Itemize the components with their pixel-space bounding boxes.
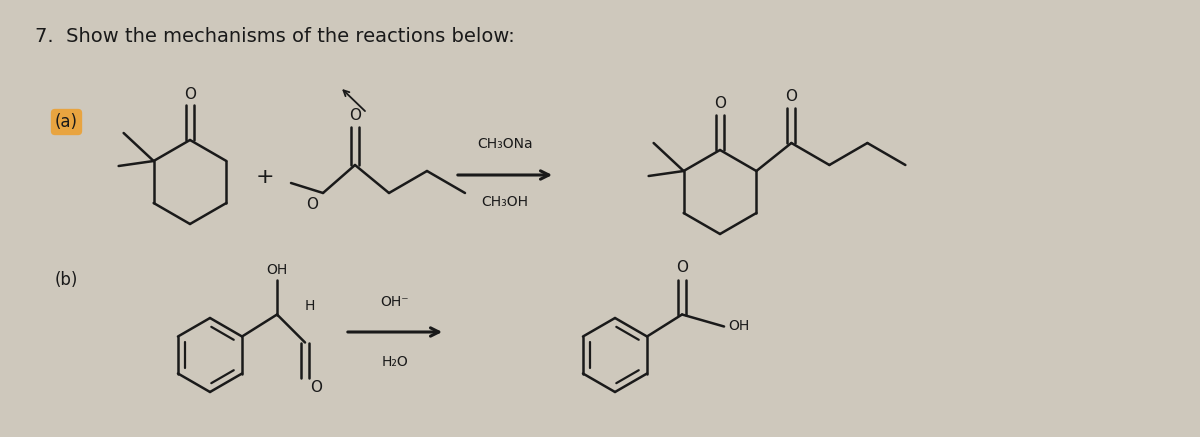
Text: O: O bbox=[785, 89, 797, 104]
Text: CH₃OH: CH₃OH bbox=[481, 195, 528, 209]
Text: CH₃ONa: CH₃ONa bbox=[478, 137, 533, 151]
Text: +: + bbox=[256, 167, 275, 187]
Text: H: H bbox=[305, 299, 316, 313]
Text: (b): (b) bbox=[55, 271, 78, 289]
Text: OH: OH bbox=[728, 319, 749, 333]
Text: O: O bbox=[184, 87, 196, 102]
Text: (a): (a) bbox=[55, 113, 78, 131]
Text: O: O bbox=[714, 96, 726, 111]
Text: 7.  Show the mechanisms of the reactions below:: 7. Show the mechanisms of the reactions … bbox=[35, 27, 515, 46]
Text: OH: OH bbox=[266, 263, 288, 277]
Text: OH⁻: OH⁻ bbox=[380, 295, 409, 309]
Text: H₂O: H₂O bbox=[382, 355, 408, 369]
Text: O: O bbox=[676, 260, 688, 275]
Text: O: O bbox=[310, 381, 322, 395]
Text: O: O bbox=[306, 197, 318, 212]
Text: O: O bbox=[349, 108, 361, 123]
